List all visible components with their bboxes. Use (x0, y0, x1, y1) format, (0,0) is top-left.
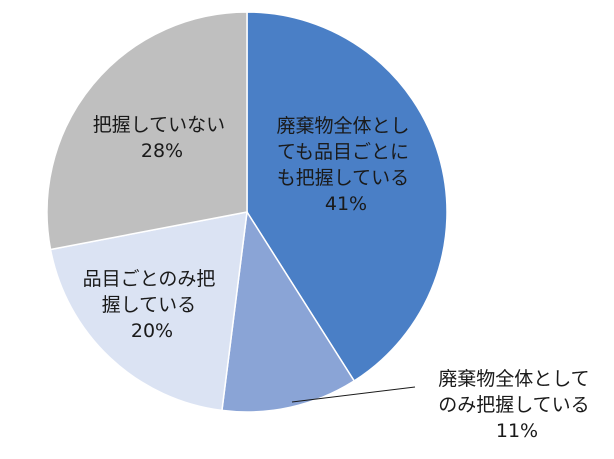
slice-label-4: 把握していない 28% (93, 114, 231, 162)
pie-slices (46, 11, 448, 413)
slice-label-2: 廃棄物全体として のみ把握している 11% (438, 368, 595, 442)
pie-slice-2 (221, 209, 356, 413)
pie-labels: 廃棄物全体とし ても品目ごとに も把握している 41% 廃棄物全体として のみ把… (83, 114, 595, 442)
slice-label-3: 品目ごとのみ把 握している 20% (83, 268, 222, 342)
pie-slice-4 (46, 11, 248, 251)
slice-label-1: 廃棄物全体とし ても品目ごとに も把握している 41% (276, 115, 415, 215)
leader-line-slice-2 (291, 386, 416, 403)
pie-slice-3 (49, 211, 248, 412)
pie-slice-1 (246, 11, 448, 382)
